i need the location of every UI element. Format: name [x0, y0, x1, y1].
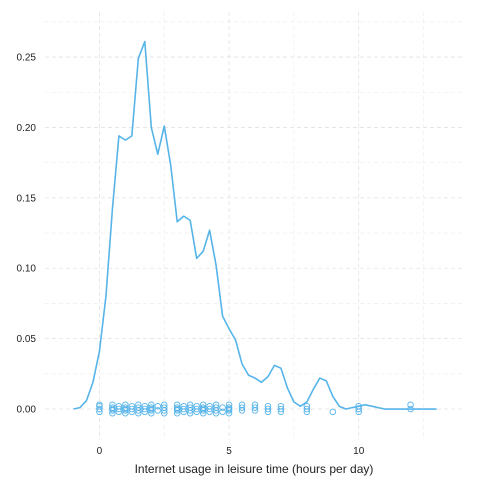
- rug-point: [251, 404, 259, 411]
- rug-point: [161, 410, 168, 417]
- rug-point: [238, 407, 246, 414]
- rug-point: [135, 410, 142, 417]
- rug-point: [128, 405, 136, 413]
- rug-point: [141, 405, 149, 413]
- rug-point: [238, 404, 246, 411]
- x-axis: 0 5 10: [97, 446, 365, 457]
- rug-point: [219, 408, 226, 416]
- rug-point: [122, 410, 129, 417]
- rug-point: [109, 405, 116, 413]
- x-axis-title: Internet usage in leisure time (hours pe…: [135, 462, 374, 476]
- rug-point: [96, 402, 103, 410]
- x-tick-label: 5: [226, 446, 232, 457]
- rug-points: [96, 401, 414, 417]
- x-tick-label: 10: [353, 446, 365, 457]
- grid: [45, 12, 465, 440]
- rug-point: [251, 407, 259, 414]
- y-tick-label: 0.00: [17, 405, 37, 416]
- rug-point: [154, 407, 162, 414]
- rug-point: [193, 408, 200, 416]
- rug-point: [161, 407, 168, 414]
- rug-point: [212, 410, 220, 417]
- rug-point: [199, 405, 207, 413]
- y-tick-label: 0.20: [17, 123, 37, 134]
- rug-point: [355, 408, 362, 416]
- rug-point: [154, 402, 162, 410]
- rug-point: [173, 405, 181, 413]
- rug-point: [122, 405, 129, 413]
- rug-point: [115, 408, 123, 416]
- rug-point: [128, 408, 136, 416]
- rug-point: [148, 410, 155, 417]
- rug-point: [148, 405, 155, 413]
- rug-point: [115, 405, 123, 413]
- rug-point: [109, 410, 116, 417]
- rug-point: [135, 407, 142, 414]
- x-tick-label: 0: [97, 446, 103, 457]
- rug-point: [407, 401, 414, 409]
- rug-point: [277, 405, 285, 413]
- y-axis: 0.00 0.05 0.10 0.15 0.20 0.25: [17, 53, 37, 416]
- rug-point: [206, 405, 213, 413]
- rug-point: [303, 408, 311, 416]
- rug-point: [96, 405, 103, 413]
- y-tick-label: 0.15: [17, 193, 37, 204]
- rug-point: [173, 410, 181, 417]
- rug-point: [206, 408, 213, 416]
- rug-point: [303, 405, 311, 413]
- rug-point: [141, 408, 149, 416]
- rug-point: [199, 410, 207, 417]
- y-tick-label: 0.05: [17, 334, 37, 345]
- rug-point: [186, 407, 194, 414]
- y-tick-label: 0.25: [17, 53, 37, 64]
- rug-point: [180, 405, 187, 413]
- rug-point: [225, 410, 233, 417]
- rug-point: [193, 405, 200, 413]
- y-tick-label: 0.10: [17, 264, 37, 275]
- rug-point: [212, 407, 220, 414]
- rug-point: [186, 410, 194, 417]
- rug-point: [329, 408, 337, 416]
- rug-point: [180, 408, 187, 416]
- density-lines: [73, 40, 437, 410]
- rug-point: [264, 408, 272, 416]
- rug-point: [264, 405, 272, 413]
- rug-point: [219, 404, 226, 411]
- rug-point: [277, 408, 285, 416]
- density-line: [73, 40, 437, 410]
- rug-point: [225, 405, 233, 413]
